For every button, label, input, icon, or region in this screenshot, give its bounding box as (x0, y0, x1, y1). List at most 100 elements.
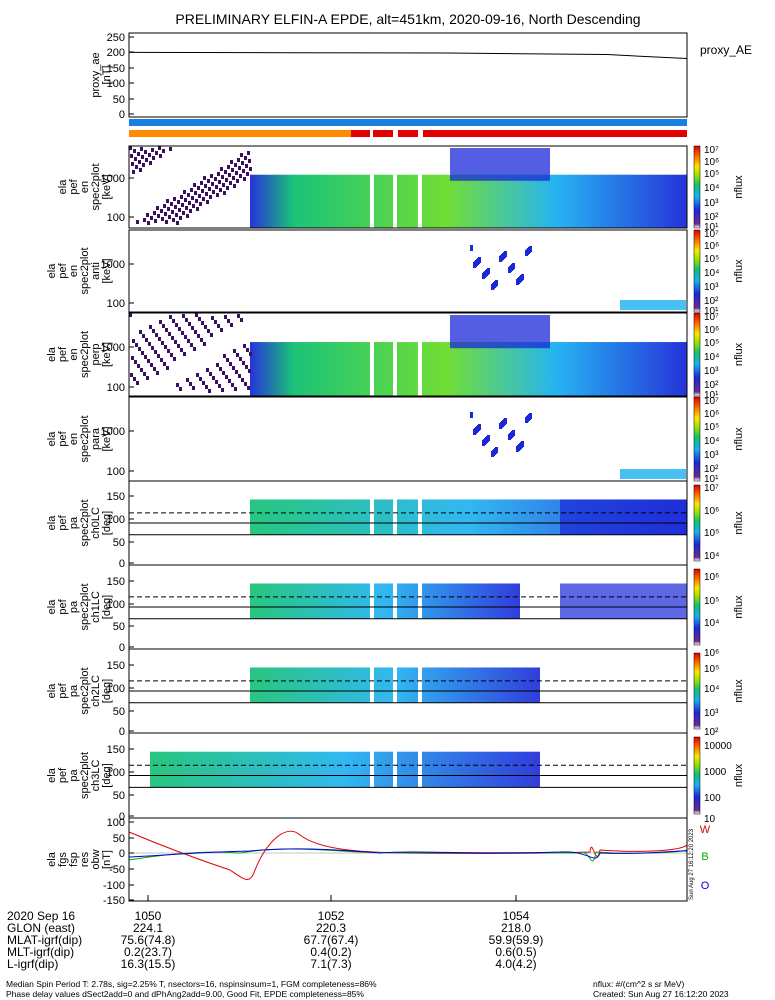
noise-pixel (239, 357, 242, 361)
noise-pixel (130, 154, 133, 158)
colorbar (693, 312, 701, 397)
x-tick-label: 1054 (503, 909, 530, 923)
noise-pixel (149, 161, 152, 165)
y-tick-label: 0 (119, 642, 125, 654)
noise-pixel (158, 337, 161, 341)
colorbar-tick-label: 10⁶ (704, 157, 719, 168)
colorbar-tick-label: 10⁶ (704, 506, 719, 517)
noise-pixel (187, 193, 190, 197)
sparse-pixel (516, 279, 519, 285)
row-value: 218.0 (501, 921, 531, 935)
noise-pixel (156, 206, 159, 210)
noise-pixel (139, 168, 142, 172)
noise-pixel (155, 151, 158, 155)
sparse-pixel (525, 417, 528, 423)
proxy-ae-right-label: proxy_AE (700, 43, 752, 57)
y-tick-label: -150 (103, 895, 125, 907)
noise-pixel (190, 343, 193, 347)
y-axis-label-line: pa (68, 769, 80, 782)
noise-pixel (228, 379, 231, 383)
noise-pixel (146, 213, 149, 217)
noise-pixel (222, 183, 225, 187)
noise-pixel (171, 210, 174, 214)
y-axis-label-line: ela (46, 346, 58, 362)
panel-4: 1000 100 ela pef en spec2plot para [keV] 10⁷ 10⁶ 1… (46, 396, 745, 485)
footer-line-2: Phase delay values dSect2add=0 and dPhAn… (6, 989, 364, 999)
noise-pixel (200, 181, 203, 185)
noise-pixel (249, 352, 252, 356)
noise-pixel (216, 193, 219, 197)
data-gap (418, 313, 422, 396)
y-axis-label-line: obw (90, 849, 102, 869)
colorbar-tick-label: 10¹ (704, 474, 719, 485)
noise-pixel (247, 151, 250, 155)
energy-spectrogram (250, 174, 687, 228)
noise-pixel (245, 365, 248, 369)
colorbar-tick-label: 10⁴ (704, 268, 719, 279)
noise-pixel (212, 376, 215, 380)
noise-pixel (179, 387, 182, 391)
noise-pixel (210, 333, 213, 337)
row-value: 75.6(74.8) (121, 933, 176, 947)
noise-pixel (218, 180, 221, 184)
noise-pixel (224, 170, 227, 174)
noise-pixel (228, 173, 231, 177)
colorbar-tick-label: 10⁷ (704, 229, 719, 240)
x-tick-label: 1052 (318, 909, 345, 923)
y-axis-label-line: [deg] (101, 595, 113, 619)
noise-pixel (222, 371, 225, 375)
y-axis-label-line: spec2plot (79, 752, 91, 799)
noise-pixel (246, 172, 249, 176)
row-value: 220.3 (316, 921, 346, 935)
noise-pixel (217, 324, 220, 328)
colorbar-tick-label: 10² (704, 727, 719, 738)
y-axis-label-line: ch3LC (90, 760, 102, 792)
noise-pixel (195, 199, 198, 203)
noise-pixel (190, 188, 193, 192)
noise-pixel (187, 339, 190, 343)
noise-pixel (163, 204, 166, 208)
legend-O: O (701, 880, 710, 892)
noise-pixel (194, 191, 197, 195)
noise-pixel (150, 216, 153, 220)
y-tick-label: 150 (107, 63, 125, 75)
y-axis-label-line: proxy_ae (90, 52, 102, 97)
colorbar-tick-label: 10⁵ (704, 254, 719, 265)
noise-pixel (237, 158, 240, 162)
sparse-pixel (470, 412, 473, 418)
pitch-spectrogram-right (560, 499, 687, 535)
y-axis-label-line: pef (57, 767, 69, 783)
noise-pixel (161, 217, 164, 221)
colorbar-tick-label: 10⁴ (704, 183, 719, 194)
noise-pixel (180, 348, 183, 352)
colorbar-tick-label: 10 (704, 814, 716, 825)
y-axis-label-line: [keV] (101, 174, 113, 199)
colorbar-tick-label: 10¹ (704, 390, 719, 401)
noise-pixel (248, 159, 251, 163)
noise-pixel (142, 334, 145, 338)
noise-pixel (235, 171, 238, 175)
noise-pixel (234, 163, 237, 167)
panel-0: 250 200 150 100 50 0 proxy_ae [nT] proxy_AE (90, 32, 752, 121)
noise-pixel (135, 343, 138, 347)
noise-pixel (243, 344, 246, 348)
energy-spectrogram-upper (450, 315, 550, 349)
noise-pixel (202, 197, 205, 201)
noise-pixel (209, 195, 212, 199)
noise-pixel (244, 156, 247, 160)
data-gap (393, 313, 397, 396)
noise-pixel (215, 185, 218, 189)
noise-pixel (244, 382, 247, 386)
noise-pixel (161, 341, 164, 345)
y-axis-label-line: spec2plot (79, 247, 91, 294)
y-axis-label-line: ch0LC (90, 507, 102, 539)
noise-pixel (185, 318, 188, 322)
noise-pixel (173, 357, 176, 361)
noise-pixel (197, 186, 200, 190)
y-axis-label-line: pef (57, 262, 69, 278)
noise-pixel (223, 354, 226, 358)
y-axis-label-line: ela (46, 683, 58, 699)
noise-pixel (227, 165, 230, 169)
panel-frame (128, 229, 688, 313)
